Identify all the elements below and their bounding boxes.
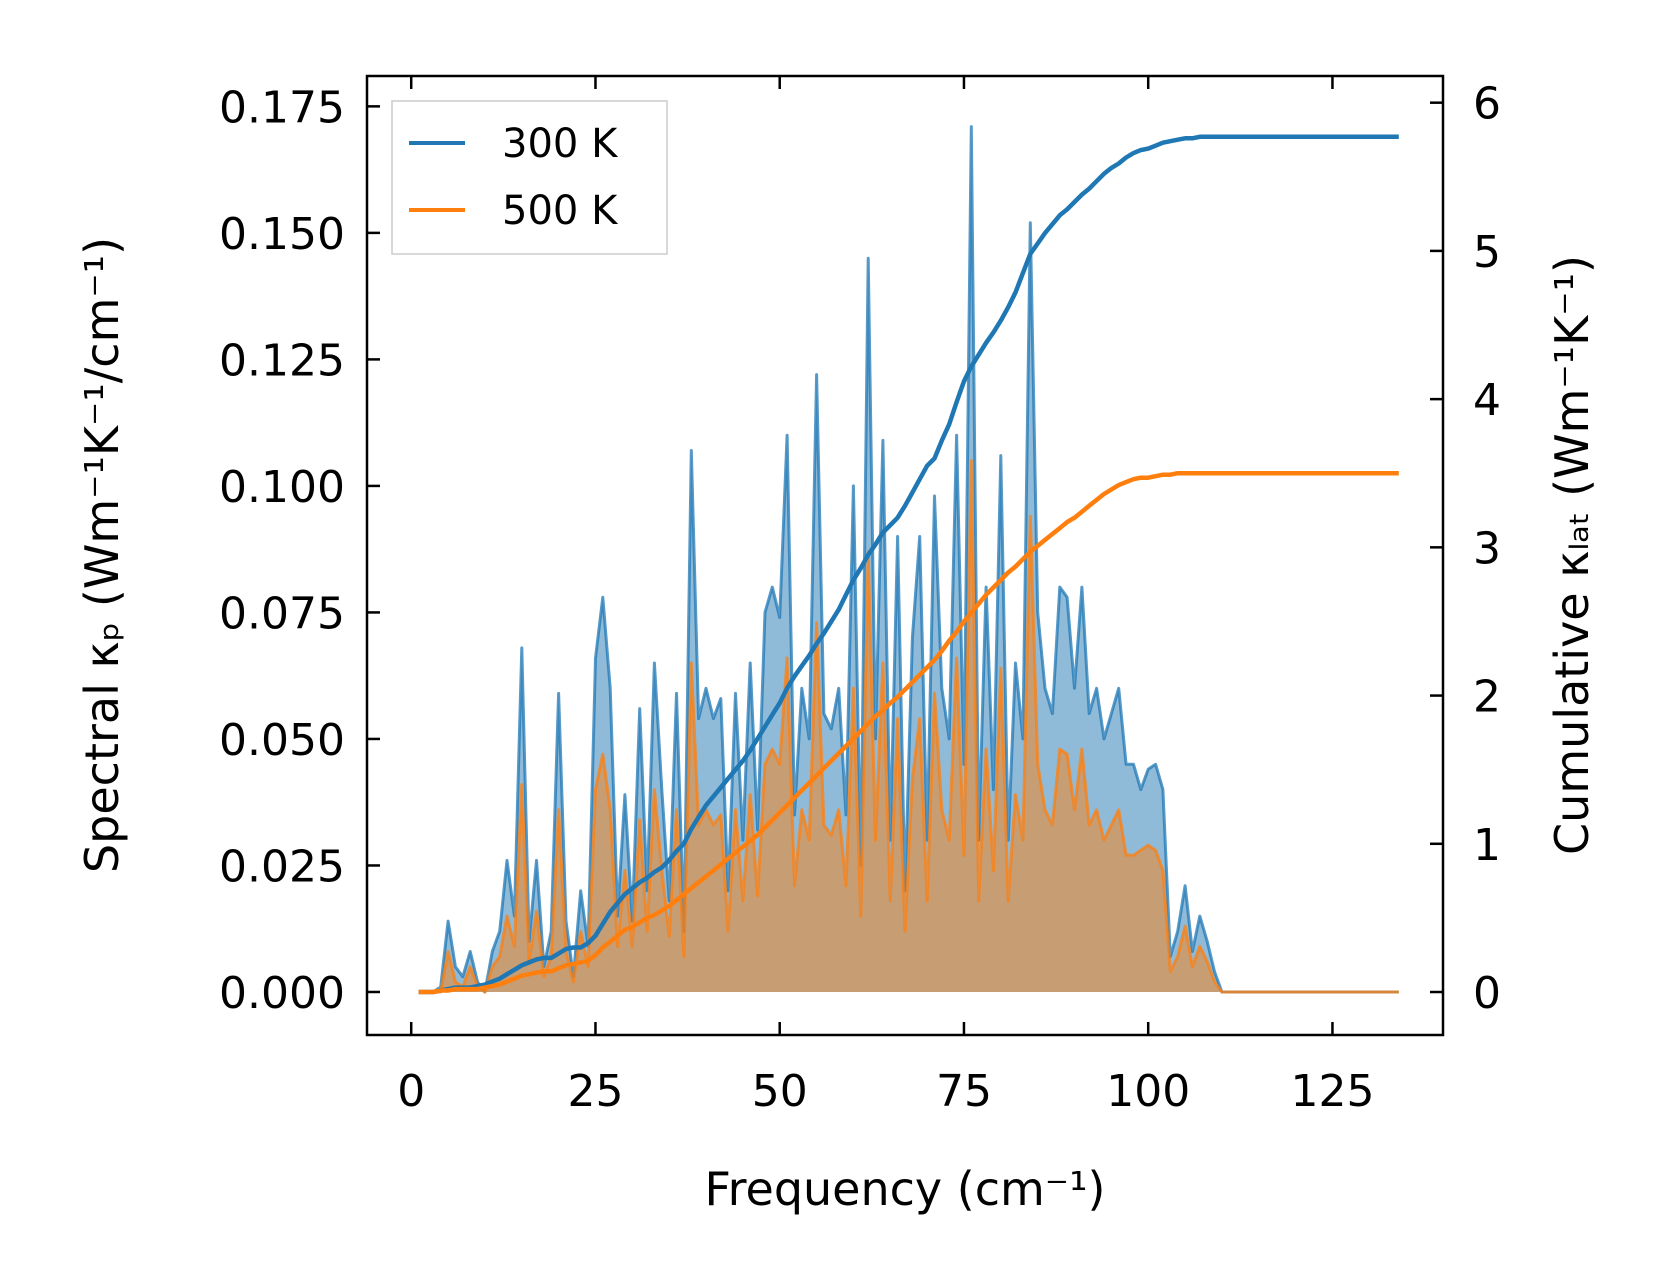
y-tick-label-left: 0.025 <box>219 841 345 892</box>
tick-layer: 0 25 50 75 100 1250.0000.0250.0500.0750.1000.… <box>219 76 1501 1117</box>
legend-box <box>391 100 668 255</box>
y-tick-label-right: 4 <box>1473 375 1501 426</box>
x-tick-label: 125 <box>1290 1066 1374 1117</box>
y-tick-label-right: 1 <box>1473 820 1501 871</box>
spectral-area-300k <box>418 126 1399 993</box>
y-tick-label-right: 5 <box>1473 227 1501 278</box>
legend-label-300k: 300 K <box>502 121 619 167</box>
spectral-fill-layer <box>418 125 1399 994</box>
legend-label-500k: 500 K <box>502 188 619 234</box>
x-tick-label: 25 <box>567 1066 623 1117</box>
y-tick-label-left: 0.050 <box>219 715 345 766</box>
y-axis-left-title: Spectral κₚ (Wm⁻¹K⁻¹/cm⁻¹) <box>75 237 129 873</box>
spectral-area-500k <box>418 460 1399 993</box>
y-tick-label-left: 0.000 <box>219 968 345 1019</box>
y-tick-label-right: 6 <box>1473 79 1501 130</box>
y-tick-label-right: 0 <box>1473 968 1501 1019</box>
y-tick-label-right: 3 <box>1473 523 1501 574</box>
x-tick-label: 100 <box>1106 1066 1190 1117</box>
y-tick-label-left: 0.150 <box>219 209 345 260</box>
x-tick-label: 0 <box>397 1066 425 1117</box>
y-tick-label-left: 0.075 <box>219 588 345 639</box>
line-layer <box>418 134 1399 995</box>
y-tick-label-left: 0.125 <box>219 335 345 386</box>
x-axis-title: Frequency (cm⁻¹) <box>705 1162 1106 1216</box>
plot-frame <box>365 74 1445 1037</box>
y-tick-label-left: 0.100 <box>219 462 345 513</box>
x-tick-label: 75 <box>936 1066 992 1117</box>
cumulative-line-500k <box>418 470 1399 995</box>
legend: 300 K 500 K <box>391 100 668 255</box>
y-tick-label-right: 2 <box>1473 672 1501 723</box>
x-tick-label: 50 <box>752 1066 808 1117</box>
y-axis-right-title: Cumulative κₗₐₜ (Wm⁻¹K⁻¹) <box>1545 255 1599 855</box>
y-tick-label-left: 0.175 <box>219 82 345 133</box>
cumulative-line-300k <box>418 134 1399 995</box>
spectral-line-500k <box>418 459 1399 994</box>
